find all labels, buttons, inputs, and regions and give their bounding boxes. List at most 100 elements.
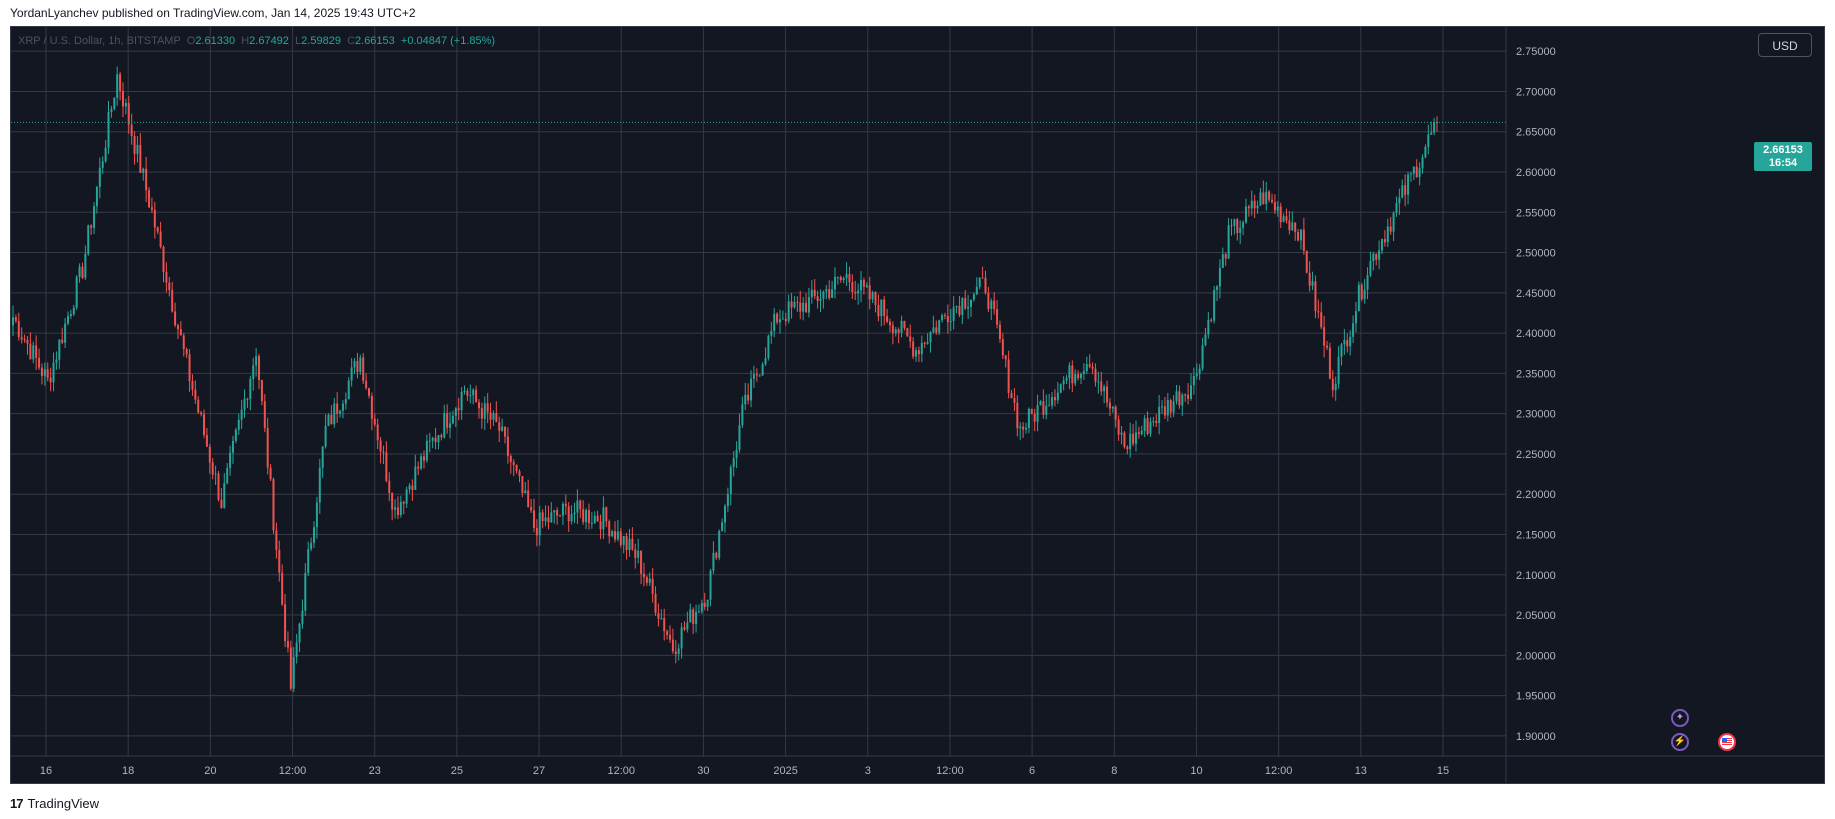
candle-body [17,320,20,338]
x-tick-label: 15 [1437,765,1449,777]
us-flag-event-icon[interactable] [1718,733,1736,751]
candle-body [226,468,229,484]
candle-body [1297,232,1300,241]
y-tick-label: 2.60000 [1516,167,1556,179]
candle-body [998,324,1001,340]
candle-body [932,327,935,332]
candle-body [1077,374,1080,379]
y-tick-label: 2.00000 [1516,650,1556,662]
candle-body [967,306,970,309]
candle-body [506,436,509,456]
candle-body [912,341,915,357]
candle-body [1427,134,1430,147]
x-tick-label: 13 [1355,765,1367,777]
candle-body [231,440,234,453]
candle-body [822,291,825,299]
candle-body [732,458,735,468]
currency-button[interactable]: USD [1758,33,1812,57]
candle-body [952,307,955,322]
candle-body [98,167,101,187]
candle-body [891,325,894,334]
candle-body [1334,383,1337,391]
candle-body [327,414,330,426]
candle-body [148,190,151,208]
candle-body [1103,386,1106,392]
close-value: 2.66153 [355,35,395,47]
candle-body [72,307,75,315]
candle-body [258,356,261,380]
candle-body [1288,220,1291,231]
candle-body [243,398,246,410]
x-tick-label: 25 [451,765,463,777]
candle-body [524,490,527,494]
candle-body [1343,340,1346,345]
lightning-event-icon[interactable]: ⚡ [1671,733,1689,751]
candle-body [1366,275,1369,290]
candle-body [958,305,961,315]
candle-body [654,593,657,614]
candle-body [176,325,179,330]
candle-body [605,507,608,522]
candle-body [1161,406,1164,408]
candle-body [1097,381,1100,383]
candle-body [130,124,133,137]
candle-body [1155,420,1158,424]
candle-body [1282,216,1285,223]
candle-body [1337,356,1340,384]
candle-body [289,647,292,689]
chart-panel[interactable]: 2.75000 2.70000 2.65000 2.60000 2.55000 2.500… [10,26,1825,784]
candle-body [1395,203,1398,213]
candle-body [356,361,359,372]
candle-body [1074,374,1077,384]
candle-body [642,573,645,578]
candle-body [961,297,964,315]
candle-body [1244,206,1247,223]
candle-body [449,423,452,428]
candle-body [770,330,773,336]
candle-body [561,503,564,516]
candle-body [1221,254,1224,268]
candle-body [553,510,556,513]
x-tick-label: 3 [865,765,871,777]
candle-body [1166,400,1169,416]
candle-body [1311,281,1314,286]
candle-body [573,512,576,515]
candle-body [1088,364,1091,367]
candle-body [20,337,23,340]
candle-body [564,503,567,507]
brand-name: TradingView [27,796,100,811]
y-tick-label: 2.25000 [1516,449,1556,461]
candle-body [946,315,949,323]
low-value: 2.59829 [301,35,341,47]
candle-body [842,278,845,281]
candle-body [200,412,203,415]
candle-body [917,350,920,355]
candle-body [1412,166,1415,174]
candle-body [527,490,530,508]
candle-body [521,476,524,494]
candle-body [666,631,669,635]
candle-body [1204,334,1207,346]
candle-body [32,345,35,360]
candle-body [1068,365,1071,379]
candle-body [1114,406,1117,420]
candle-body [1126,446,1129,450]
candle-body [203,414,206,435]
candle-body [1259,192,1262,206]
candle-body [399,501,402,515]
candle-body [1389,226,1392,232]
sparkle-event-icon[interactable]: ✦ [1671,709,1689,727]
candle-body [1134,432,1137,444]
candle-body [975,286,978,295]
candle-body [1294,222,1297,233]
y-tick-label: 2.10000 [1516,570,1556,582]
candle-body [1262,192,1265,205]
candle-body [897,329,900,333]
candle-body [1271,199,1274,203]
candle-body [246,398,249,400]
candle-body [1030,408,1033,415]
y-tick-label: 2.55000 [1516,207,1556,219]
candle-body [663,618,666,632]
candle-body [110,108,113,112]
price-chart[interactable]: 2.75000 2.70000 2.65000 2.60000 2.55000 2.500… [11,27,1824,783]
